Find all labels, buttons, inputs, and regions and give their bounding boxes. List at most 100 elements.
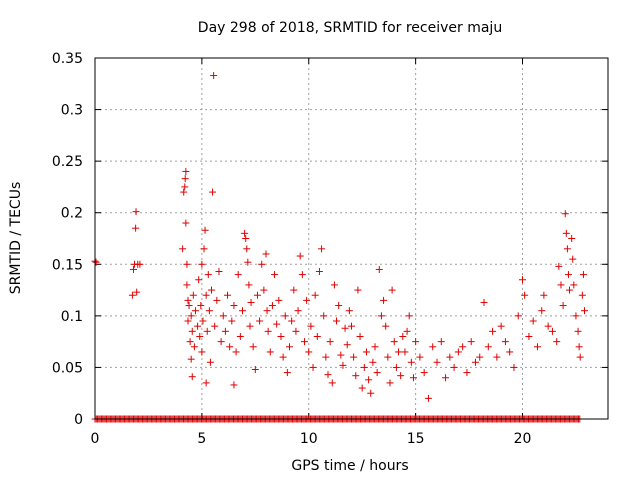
data-point [429, 343, 437, 351]
chart-title: Day 298 of 2018, SRMTID for receiver maj… [198, 20, 502, 36]
data-point [205, 307, 213, 315]
data-point [226, 343, 234, 351]
y-tick-label: 0.25 [52, 154, 83, 170]
data-point [358, 384, 366, 392]
data-point [92, 258, 100, 266]
data-point [403, 327, 411, 335]
y-tick-label: 0.05 [52, 360, 83, 376]
data-point [339, 361, 347, 369]
data-point [188, 327, 196, 335]
data-point [562, 229, 570, 237]
data-point [386, 379, 394, 387]
data-point [187, 355, 195, 363]
data-point [271, 271, 279, 279]
data-point [354, 286, 362, 294]
data-point [241, 229, 249, 237]
data-point [433, 358, 441, 366]
data-point [561, 210, 569, 218]
data-point [258, 260, 266, 268]
data-points [91, 72, 588, 423]
data-point [253, 291, 261, 299]
data-point [578, 291, 586, 299]
data-point [476, 353, 484, 361]
data-point [375, 265, 383, 273]
data-point [288, 317, 296, 325]
data-point [369, 358, 377, 366]
data-point [580, 307, 588, 315]
data-point [576, 353, 584, 361]
data-point [540, 291, 548, 299]
x-tick-label: 5 [197, 431, 206, 447]
data-point [572, 312, 580, 320]
data-point [392, 363, 400, 371]
data-point [264, 327, 272, 335]
data-point [181, 183, 189, 191]
data-point [185, 302, 193, 310]
data-point [557, 281, 565, 289]
data-point [181, 175, 189, 183]
data-point [246, 322, 254, 330]
x-tick-labels: 0 5 10 15 20 [91, 431, 532, 447]
data-point [202, 379, 210, 387]
data-point [281, 312, 289, 320]
data-point [244, 258, 252, 266]
data-point [574, 327, 582, 335]
data-point [196, 332, 204, 340]
data-point [200, 245, 208, 253]
data-point [128, 291, 136, 299]
data-point [277, 332, 285, 340]
data-point [326, 338, 334, 346]
data-point [238, 307, 246, 315]
data-point [195, 276, 203, 284]
data-point [262, 250, 270, 258]
axis-ticks [94, 57, 608, 420]
data-point [320, 312, 328, 320]
data-point [206, 358, 214, 366]
data-point [367, 389, 375, 397]
data-point [242, 235, 250, 242]
data-point [298, 271, 306, 279]
data-point [525, 332, 533, 340]
data-point [328, 379, 336, 387]
x-tick-label: 0 [91, 431, 100, 447]
data-point [228, 317, 236, 325]
grid-lines [95, 58, 608, 419]
data-point [279, 353, 287, 361]
data-point [360, 363, 368, 371]
data-point [132, 224, 140, 232]
data-point [442, 374, 450, 382]
data-point [315, 268, 323, 276]
data-point [497, 322, 505, 330]
data-point [575, 343, 583, 351]
data-point [514, 312, 522, 320]
data-point [215, 268, 223, 276]
data-point [230, 381, 238, 389]
data-point [313, 332, 321, 340]
data-point [268, 302, 276, 310]
data-point [201, 226, 209, 234]
data-point [373, 369, 381, 377]
data-point [335, 302, 343, 310]
y-tick-label: 0.35 [52, 51, 83, 67]
data-point [207, 286, 215, 294]
data-point [189, 291, 197, 299]
y-tick-label: 0.1 [61, 309, 83, 325]
data-point [399, 332, 407, 340]
data-point [579, 271, 587, 279]
data-point [471, 358, 479, 366]
data-point [352, 372, 360, 380]
data-point [247, 298, 255, 306]
data-point [420, 369, 428, 377]
data-point [211, 322, 219, 330]
data-point [179, 245, 187, 253]
data-point [555, 262, 563, 270]
data-point [343, 341, 351, 349]
data-point [570, 281, 578, 289]
data-point [182, 219, 190, 227]
data-point [484, 343, 492, 351]
data-point [311, 291, 319, 299]
data-point [348, 322, 355, 330]
data-point [234, 271, 242, 279]
data-point [519, 276, 526, 284]
data-point [256, 317, 264, 325]
